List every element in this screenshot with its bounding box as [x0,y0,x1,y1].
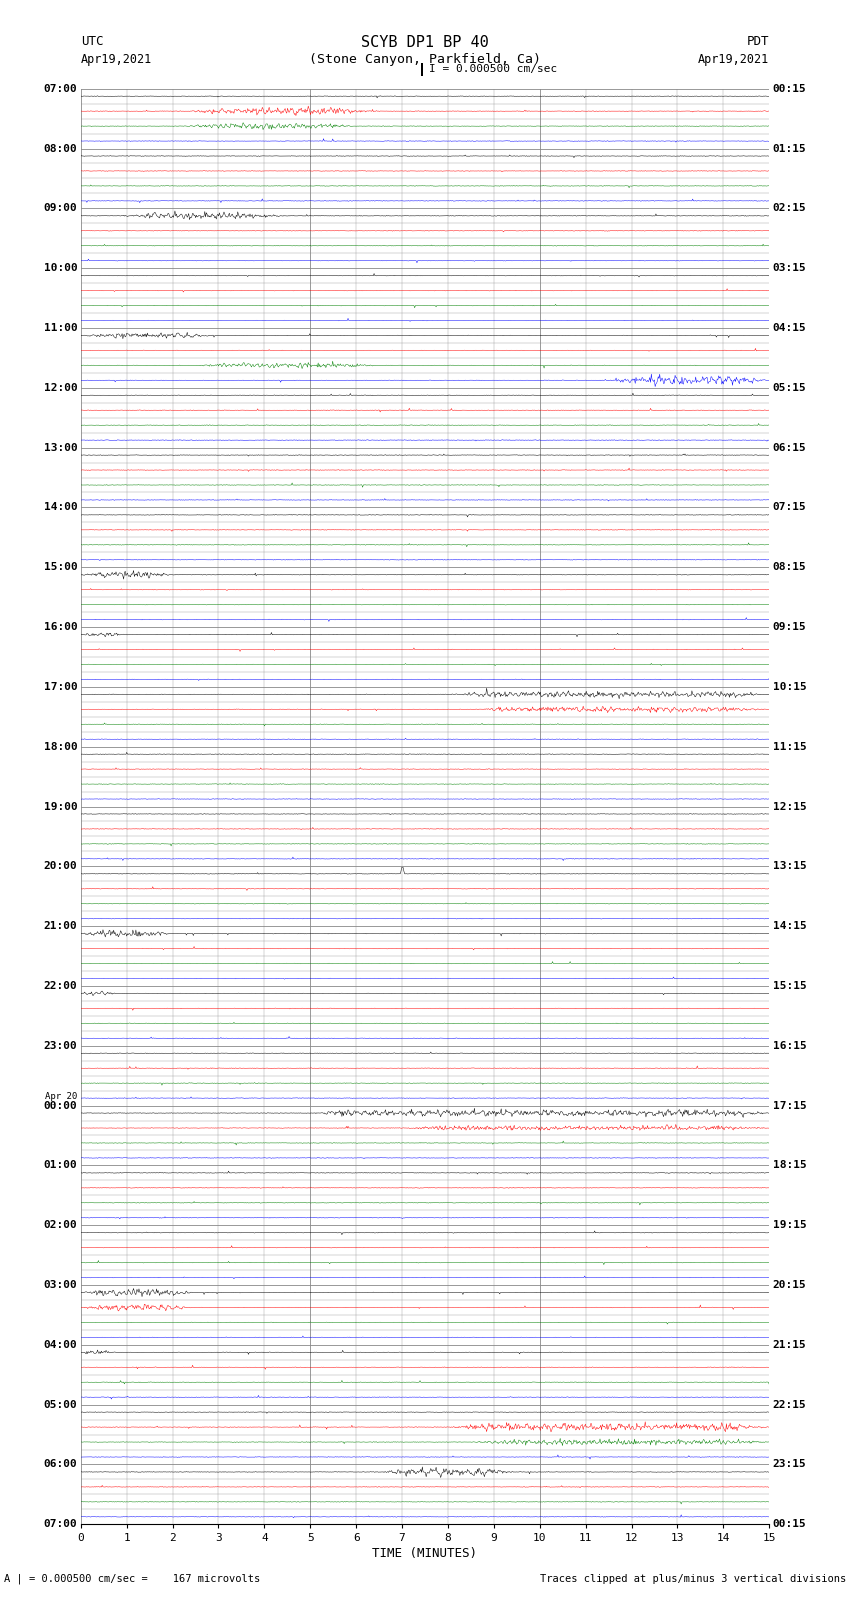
Text: 07:15: 07:15 [773,502,807,513]
Text: Apr19,2021: Apr19,2021 [81,53,152,66]
Text: 21:15: 21:15 [773,1340,807,1350]
Text: 00:15: 00:15 [773,1519,807,1529]
Text: 00:15: 00:15 [773,84,807,94]
Text: 12:00: 12:00 [43,382,77,394]
Text: Traces clipped at plus/minus 3 vertical divisions: Traces clipped at plus/minus 3 vertical … [540,1574,846,1584]
Text: 01:00: 01:00 [43,1160,77,1171]
Text: 23:00: 23:00 [43,1040,77,1050]
Text: 19:15: 19:15 [773,1219,807,1231]
Text: 12:15: 12:15 [773,802,807,811]
Text: 02:15: 02:15 [773,203,807,213]
Text: 06:00: 06:00 [43,1460,77,1469]
Text: 17:00: 17:00 [43,682,77,692]
Text: Apr19,2021: Apr19,2021 [698,53,769,66]
Text: 09:15: 09:15 [773,623,807,632]
Text: 10:15: 10:15 [773,682,807,692]
Text: Apr 20: Apr 20 [45,1092,77,1102]
Text: 21:00: 21:00 [43,921,77,931]
Text: PDT: PDT [747,35,769,48]
Text: 15:15: 15:15 [773,981,807,990]
Text: 18:15: 18:15 [773,1160,807,1171]
Text: 20:15: 20:15 [773,1281,807,1290]
Text: 11:00: 11:00 [43,323,77,332]
Text: 17:15: 17:15 [773,1100,807,1111]
Text: A | = 0.000500 cm/sec =    167 microvolts: A | = 0.000500 cm/sec = 167 microvolts [4,1573,260,1584]
Text: 00:00: 00:00 [43,1100,77,1111]
Text: 05:00: 05:00 [43,1400,77,1410]
Text: 02:00: 02:00 [43,1219,77,1231]
Text: 08:00: 08:00 [43,144,77,153]
Text: 15:00: 15:00 [43,563,77,573]
Text: 06:15: 06:15 [773,442,807,453]
Text: 13:00: 13:00 [43,442,77,453]
Text: 01:15: 01:15 [773,144,807,153]
Text: 05:15: 05:15 [773,382,807,394]
Text: 11:15: 11:15 [773,742,807,752]
Text: 16:00: 16:00 [43,623,77,632]
Text: UTC: UTC [81,35,103,48]
Text: 14:15: 14:15 [773,921,807,931]
Text: (Stone Canyon, Parkfield, Ca): (Stone Canyon, Parkfield, Ca) [309,53,541,66]
Text: SCYB DP1 BP 40: SCYB DP1 BP 40 [361,35,489,50]
Text: 03:00: 03:00 [43,1281,77,1290]
X-axis label: TIME (MINUTES): TIME (MINUTES) [372,1547,478,1560]
Text: 22:15: 22:15 [773,1400,807,1410]
Text: I = 0.000500 cm/sec: I = 0.000500 cm/sec [429,65,558,74]
Text: 19:00: 19:00 [43,802,77,811]
Text: 07:00: 07:00 [43,1519,77,1529]
Text: 09:00: 09:00 [43,203,77,213]
Text: 04:00: 04:00 [43,1340,77,1350]
Text: 22:00: 22:00 [43,981,77,990]
Text: 16:15: 16:15 [773,1040,807,1050]
Text: 10:00: 10:00 [43,263,77,273]
Text: 23:15: 23:15 [773,1460,807,1469]
Text: 04:15: 04:15 [773,323,807,332]
Text: 03:15: 03:15 [773,263,807,273]
Text: 08:15: 08:15 [773,563,807,573]
Text: 07:00: 07:00 [43,84,77,94]
Text: 18:00: 18:00 [43,742,77,752]
Text: 20:00: 20:00 [43,861,77,871]
Text: 13:15: 13:15 [773,861,807,871]
Text: 14:00: 14:00 [43,502,77,513]
